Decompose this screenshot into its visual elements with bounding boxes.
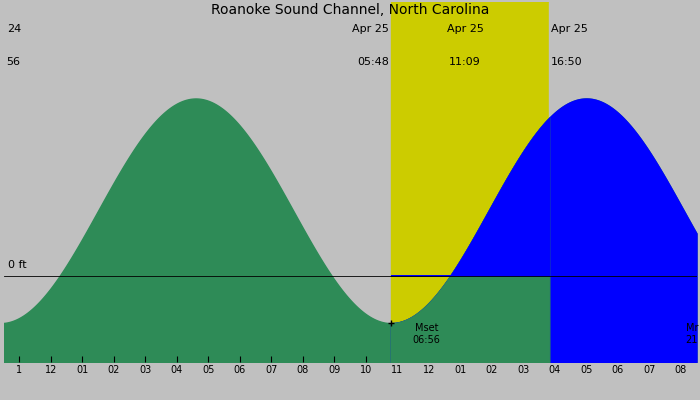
- Text: Apr 25: Apr 25: [551, 24, 588, 34]
- Text: 16:50: 16:50: [551, 57, 582, 67]
- Text: 24: 24: [6, 24, 21, 34]
- Text: Roanoke Sound Channel, North Carolina: Roanoke Sound Channel, North Carolina: [211, 3, 489, 17]
- Bar: [4, 2, 391, 362]
- Text: Apr 25: Apr 25: [353, 24, 389, 34]
- Text: Apr 25: Apr 25: [447, 24, 484, 34]
- Text: Mr
21: Mr 21: [685, 323, 698, 345]
- Bar: [550, 2, 696, 362]
- Bar: [391, 2, 550, 362]
- Text: Mset
06:56: Mset 06:56: [413, 323, 440, 345]
- Text: 11:09: 11:09: [449, 57, 481, 67]
- Text: 05:48: 05:48: [358, 57, 389, 67]
- Text: 56: 56: [6, 57, 20, 67]
- Text: 0 ft: 0 ft: [8, 260, 27, 270]
